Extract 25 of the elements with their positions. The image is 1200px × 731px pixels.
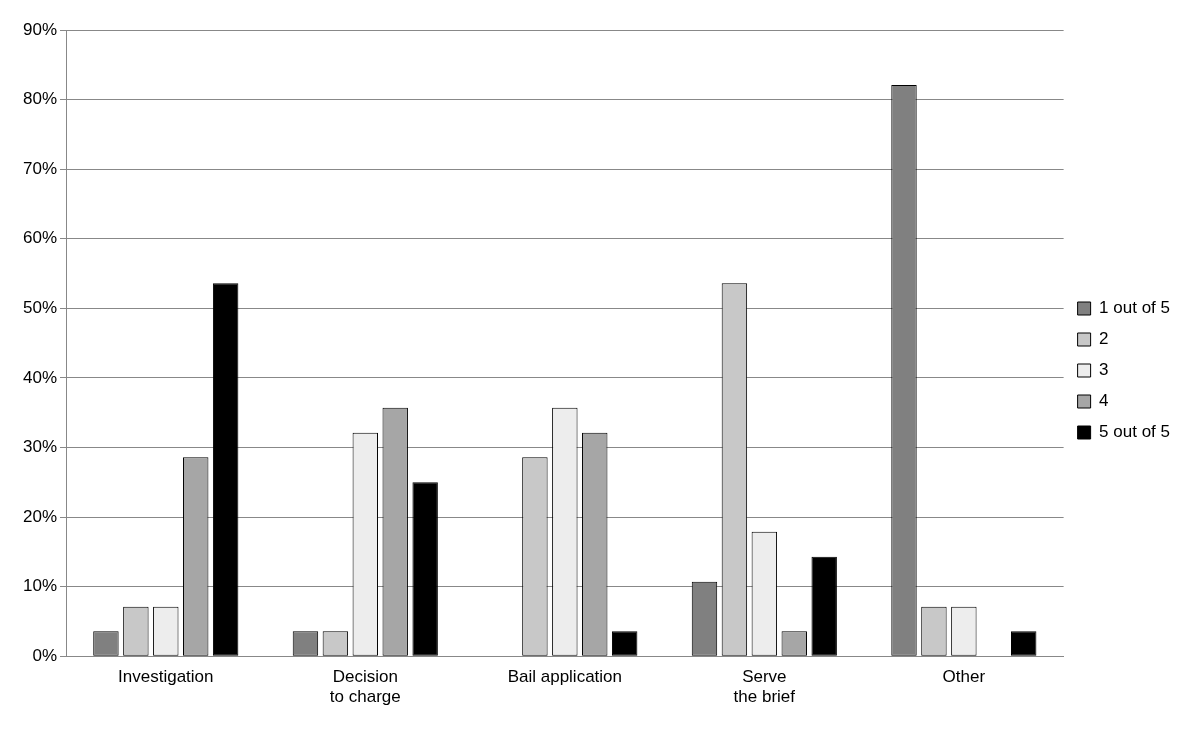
x-tick-label: Other: [942, 667, 986, 687]
bar: [611, 631, 638, 656]
legend-label: 4: [1099, 391, 1109, 411]
y-tick-label: 20%: [22, 506, 58, 526]
y-tick-label: 90%: [22, 19, 58, 39]
y-tick-label: 30%: [22, 437, 58, 457]
y-tick-label: 60%: [22, 228, 58, 248]
bar: [412, 482, 438, 656]
x-tick-label: Bail application: [507, 667, 622, 687]
y-tick-label: 0%: [32, 645, 58, 665]
y-tick-label: 70%: [22, 158, 58, 178]
x-tick-label: Serve the brief: [733, 667, 796, 707]
legend-label: 1 out of 5: [1099, 298, 1170, 318]
legend-label: 2: [1099, 329, 1109, 349]
legend-label: 3: [1099, 360, 1109, 380]
y-tick-label: 10%: [22, 576, 58, 596]
y-tick-label: 80%: [22, 89, 58, 109]
y-tick-label: 50%: [22, 298, 58, 317]
bar: [1010, 631, 1037, 656]
x-tick-label: Investigation: [118, 667, 214, 687]
y-tick-label: 40%: [22, 367, 58, 387]
x-tick-label: Decision to charge: [329, 667, 401, 707]
legend-label: 5 out of 5: [1099, 422, 1170, 442]
bar: [811, 556, 837, 656]
bar: [212, 283, 239, 656]
